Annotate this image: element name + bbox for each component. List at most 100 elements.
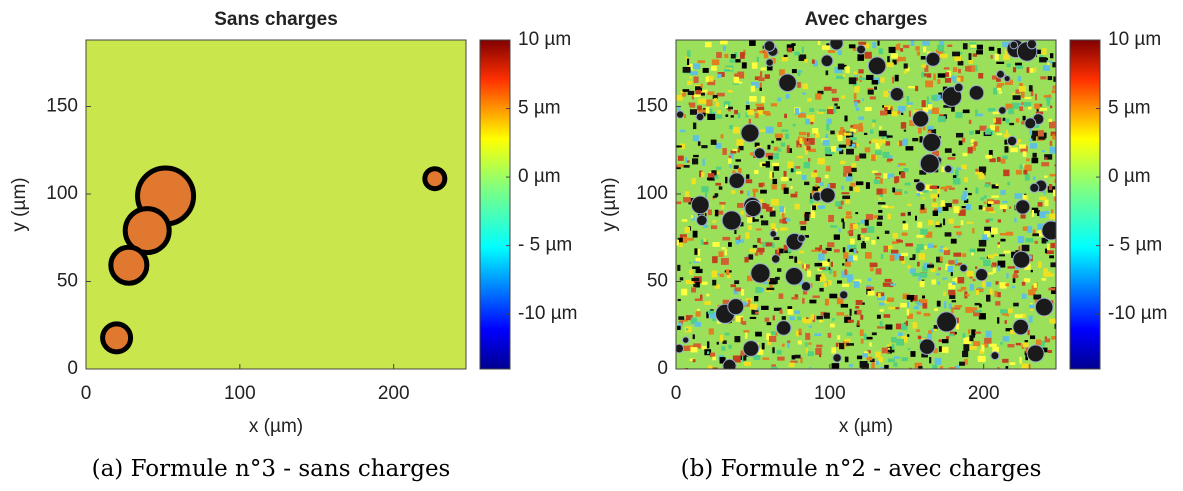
- heatmap-texture: [916, 329, 920, 332]
- heatmap-texture: [828, 214, 834, 222]
- heatmap-pore: [918, 338, 936, 355]
- heatmap-texture: [1031, 135, 1036, 141]
- heatmap-texture: [853, 248, 857, 254]
- heatmap-texture: [787, 47, 793, 53]
- heatmap-texture: [698, 109, 707, 113]
- heatmap-texture: [871, 361, 875, 369]
- heatmap-texture: [716, 210, 724, 215]
- heatmap-texture: [949, 292, 956, 299]
- heatmap-texture: [926, 125, 934, 130]
- heatmap-texture: [986, 281, 992, 287]
- heatmap-pore: [936, 311, 958, 333]
- heatmap-texture: [684, 326, 692, 333]
- heatmap-texture: [796, 171, 802, 175]
- heatmap-texture: [763, 51, 769, 59]
- heatmap-texture: [979, 125, 987, 131]
- heatmap-texture: [803, 161, 810, 169]
- heatmap-texture: [1022, 151, 1027, 157]
- heatmap-texture: [1011, 285, 1016, 289]
- heatmap-texture: [682, 89, 690, 92]
- heatmap-texture: [815, 93, 822, 100]
- heatmap-texture: [770, 278, 778, 284]
- heatmap-texture: [806, 115, 815, 122]
- heatmap-texture: [686, 50, 691, 57]
- heatmap-texture: [815, 274, 822, 281]
- heatmap-texture: [880, 366, 887, 369]
- heatmap-texture: [794, 294, 799, 299]
- heatmap-texture: [919, 272, 928, 278]
- heatmap-texture: [817, 90, 824, 95]
- heatmap-texture: [821, 249, 827, 254]
- heatmap-texture: [785, 93, 790, 99]
- heatmap-texture: [1005, 171, 1009, 175]
- heatmap-texture: [737, 202, 744, 208]
- heatmap-texture: [826, 118, 832, 125]
- heatmap-texture: [974, 302, 981, 306]
- heatmap-texture: [815, 184, 818, 188]
- heatmap-texture: [1005, 79, 1013, 85]
- heatmap-texture: [738, 239, 745, 243]
- heatmap-texture: [849, 223, 856, 230]
- heatmap-texture: [898, 163, 906, 166]
- heatmap-texture: [685, 157, 688, 163]
- heatmap-texture: [1039, 340, 1045, 347]
- heatmap-texture: [855, 306, 860, 309]
- heatmap-texture: [827, 280, 832, 286]
- heatmap-texture: [693, 93, 701, 98]
- heatmap-texture: [966, 271, 974, 277]
- heatmap-texture: [915, 85, 919, 92]
- heatmap-texture: [948, 218, 954, 224]
- heatmap-texture: [749, 96, 757, 102]
- heatmap-texture: [790, 186, 793, 190]
- heatmap-texture: [978, 313, 986, 320]
- heatmap-texture: [691, 92, 694, 100]
- heatmap-texture: [690, 317, 698, 325]
- heatmap-texture: [787, 306, 793, 309]
- heatmap-texture: [875, 142, 881, 149]
- heatmap-texture: [1044, 175, 1048, 178]
- heatmap-texture: [962, 109, 970, 114]
- heatmap-texture: [910, 299, 913, 302]
- heatmap-texture: [1037, 202, 1043, 207]
- heatmap-texture: [1005, 129, 1008, 135]
- heatmap-texture: [808, 138, 815, 145]
- heatmap-texture: [875, 150, 882, 156]
- heatmap-texture: [1017, 236, 1025, 243]
- heatmap-texture: [761, 220, 769, 226]
- heatmap-texture: [700, 89, 708, 93]
- heatmap-pore: [765, 58, 774, 67]
- heatmap-texture: [747, 109, 754, 116]
- heatmap-texture: [813, 203, 821, 209]
- heatmap-texture: [1031, 157, 1039, 164]
- heatmap-texture: [922, 41, 930, 46]
- heatmap-texture: [796, 140, 802, 148]
- heatmap-texture: [684, 191, 690, 197]
- heatmap-texture: [937, 79, 941, 84]
- heatmap-texture: [878, 139, 883, 147]
- heatmap-texture: [762, 357, 770, 360]
- heatmap-texture: [814, 333, 822, 337]
- heatmap-texture: [826, 109, 834, 115]
- heatmap-texture: [746, 101, 749, 105]
- heatmap-texture: [693, 343, 701, 349]
- heatmap-texture: [903, 44, 910, 49]
- heatmap-texture: [872, 121, 875, 128]
- heatmap-texture: [968, 119, 972, 124]
- heatmap-texture: [952, 153, 956, 157]
- heatmap-texture: [756, 57, 759, 62]
- heatmap-texture: [944, 188, 948, 192]
- heatmap-texture: [872, 139, 879, 143]
- heatmap-texture: [759, 50, 764, 54]
- heatmap-texture: [712, 196, 715, 200]
- heatmap-texture: [905, 146, 914, 151]
- heatmap-texture: [728, 155, 732, 159]
- heatmap-texture: [902, 220, 906, 224]
- heatmap-texture: [886, 62, 894, 68]
- heatmap-pore: [968, 85, 985, 101]
- heatmap-texture: [962, 333, 966, 338]
- heatmap-texture: [1050, 242, 1056, 249]
- heatmap-texture: [707, 341, 710, 349]
- heatmap-texture: [1015, 62, 1022, 66]
- heatmap-texture: [994, 126, 1000, 132]
- heatmap-texture: [712, 279, 717, 286]
